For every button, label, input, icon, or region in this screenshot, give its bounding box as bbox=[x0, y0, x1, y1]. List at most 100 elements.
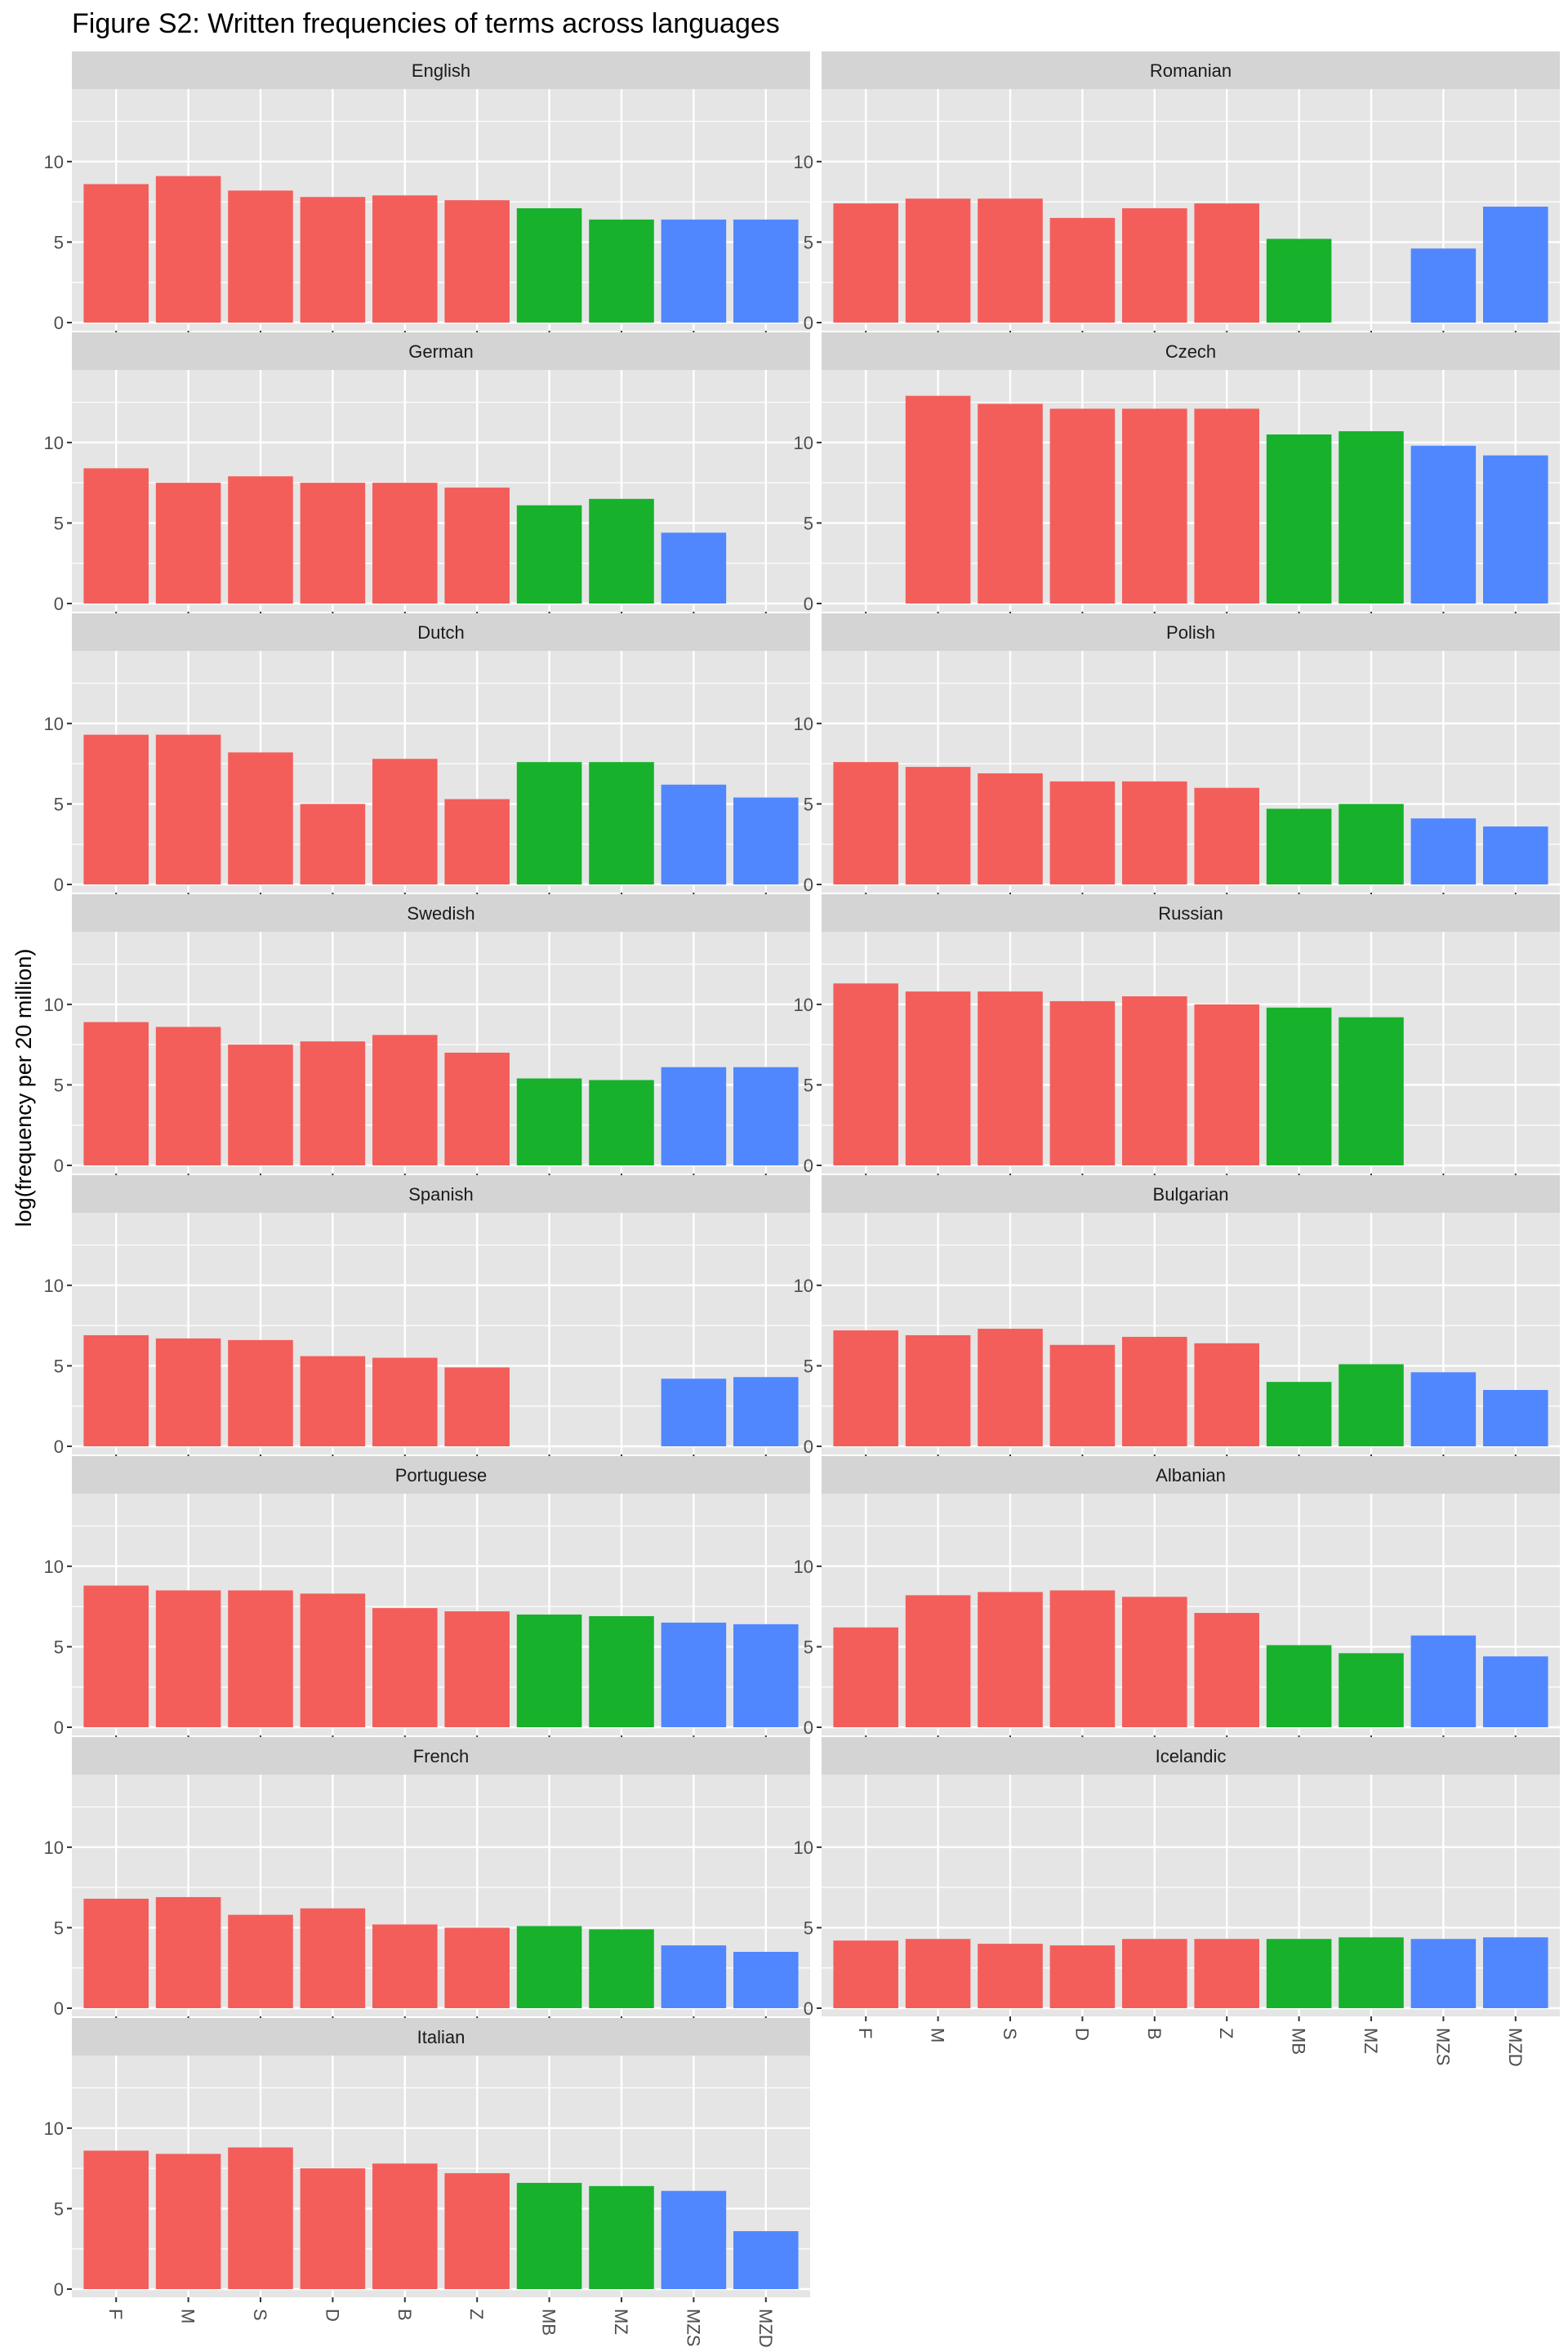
bar-icelandic-s bbox=[978, 1944, 1043, 2008]
bar-icelandic-mzs bbox=[1410, 1939, 1477, 2008]
bar-spanish-f bbox=[83, 1334, 149, 1446]
y-tick-label: 5 bbox=[804, 1075, 813, 1095]
bar-albanian-f bbox=[833, 1627, 898, 1727]
y-tick-label: 5 bbox=[54, 1918, 64, 1938]
y-tick-label: 10 bbox=[44, 1276, 64, 1296]
y-tick-label: 10 bbox=[44, 433, 64, 453]
y-tick-label: 10 bbox=[44, 2118, 64, 2139]
bar-german-z bbox=[444, 488, 510, 604]
bar-albanian-z bbox=[1194, 1613, 1259, 1727]
bar-polish-d bbox=[1049, 781, 1116, 884]
bar-dutch-m bbox=[155, 734, 221, 884]
bar-albanian-mz bbox=[1339, 1653, 1404, 1727]
facet-label-russian: Russian bbox=[1158, 903, 1223, 924]
bar-icelandic-mz bbox=[1339, 1937, 1404, 2008]
x-tick-label-d: D bbox=[322, 2309, 342, 2322]
bar-swedish-mz bbox=[589, 1080, 654, 1165]
facet-strip-french bbox=[72, 1737, 810, 1775]
y-tick-label: 0 bbox=[54, 2279, 64, 2300]
bar-swedish-d bbox=[300, 1041, 366, 1165]
facet-bulgarian: Bulgarian 0 5 10 bbox=[794, 1175, 1560, 1459]
bar-albanian-m bbox=[905, 1595, 971, 1727]
bar-italian-d bbox=[300, 2168, 366, 2289]
facet-strip-albanian bbox=[822, 1456, 1560, 1494]
y-tick-label: 10 bbox=[44, 714, 64, 734]
y-tick-label: 0 bbox=[804, 313, 813, 333]
bar-romanian-z bbox=[1194, 203, 1259, 323]
x-tick-label-mzs: MZS bbox=[683, 2309, 703, 2346]
bar-italian-f bbox=[83, 2150, 149, 2289]
facet-label-icelandic: Icelandic bbox=[1156, 1746, 1227, 1766]
bar-spanish-z bbox=[444, 1367, 510, 1446]
bar-romanian-mb bbox=[1266, 238, 1332, 323]
bar-czech-mzs bbox=[1410, 445, 1477, 604]
x-tick-label-mb: MB bbox=[1289, 2028, 1309, 2055]
facet-albanian: Albanian 0 5 10 bbox=[794, 1456, 1560, 1740]
bar-portuguese-d bbox=[300, 1593, 366, 1727]
bar-portuguese-f bbox=[83, 1585, 149, 1727]
facet-russian: Russian 0 5 10 bbox=[794, 894, 1560, 1178]
y-tick-label: 0 bbox=[804, 875, 813, 895]
bar-german-mzs bbox=[661, 532, 727, 604]
bar-german-s bbox=[228, 476, 293, 604]
bar-icelandic-z bbox=[1194, 1939, 1259, 2008]
bar-portuguese-mzs bbox=[661, 1622, 727, 1727]
y-tick-label: 0 bbox=[804, 1717, 813, 1738]
facet-english: English 0 5 10 bbox=[44, 51, 810, 336]
x-tick-label-mb: MB bbox=[539, 2309, 559, 2336]
bar-spanish-b bbox=[372, 1357, 438, 1446]
y-tick-label: 0 bbox=[54, 313, 64, 333]
bar-portuguese-z bbox=[444, 1611, 510, 1727]
bar-swedish-s bbox=[228, 1045, 293, 1165]
bar-czech-m bbox=[905, 395, 971, 604]
y-tick-label: 10 bbox=[794, 714, 813, 734]
y-tick-label: 5 bbox=[804, 513, 813, 533]
facet-italian: Italian 0 5 10 F M S D B Z MB MZ MZS MZD bbox=[44, 2018, 810, 2348]
y-tick-label: 0 bbox=[54, 875, 64, 895]
bar-romanian-mzs bbox=[1410, 248, 1477, 323]
facet-strip-bulgarian bbox=[822, 1175, 1560, 1213]
bar-french-mzs bbox=[661, 1945, 727, 2008]
bar-french-b bbox=[372, 1924, 438, 2008]
bar-dutch-f bbox=[83, 734, 149, 884]
y-tick-label: 0 bbox=[54, 1998, 64, 2019]
y-tick-label: 0 bbox=[804, 1156, 813, 1176]
bar-russian-b bbox=[1122, 996, 1187, 1165]
facet-strip-polish bbox=[822, 613, 1560, 651]
bar-polish-mzd bbox=[1483, 826, 1548, 884]
facet-label-polish: Polish bbox=[1166, 622, 1215, 643]
x-tick-label-s: S bbox=[250, 2309, 270, 2321]
y-tick-label: 0 bbox=[804, 1998, 813, 2019]
y-tick-label: 5 bbox=[804, 1356, 813, 1376]
facet-label-english: English bbox=[412, 60, 470, 81]
bar-icelandic-f bbox=[833, 1940, 898, 2008]
facet-dutch: Dutch 0 5 10 bbox=[44, 613, 810, 898]
bar-french-m bbox=[155, 1896, 221, 2008]
bar-english-d bbox=[300, 197, 366, 323]
bar-bulgarian-m bbox=[905, 1334, 971, 1446]
y-tick-label: 5 bbox=[804, 232, 813, 252]
facet-strip-spanish bbox=[72, 1175, 810, 1213]
bar-bulgarian-mzd bbox=[1483, 1390, 1548, 1446]
bar-russian-d bbox=[1049, 1000, 1116, 1165]
bar-bulgarian-s bbox=[978, 1329, 1043, 1446]
bar-albanian-s bbox=[978, 1592, 1043, 1727]
bar-french-mzd bbox=[733, 1952, 799, 2008]
bar-czech-s bbox=[978, 403, 1043, 604]
bar-russian-m bbox=[905, 991, 971, 1165]
bar-german-b bbox=[372, 483, 438, 604]
y-tick-label: 5 bbox=[804, 794, 813, 814]
bar-polish-mzs bbox=[1410, 818, 1477, 884]
bar-czech-d bbox=[1049, 408, 1116, 604]
bar-albanian-mb bbox=[1266, 1645, 1332, 1727]
y-tick-label: 5 bbox=[54, 1637, 64, 1657]
facet-label-czech: Czech bbox=[1165, 341, 1216, 362]
facet-icelandic: Icelandic 0 5 10 F M S D B Z MB MZ MZS MZD bbox=[794, 1737, 1560, 2067]
bar-czech-mb bbox=[1266, 434, 1332, 604]
x-tick-label-b: B bbox=[394, 2309, 415, 2321]
facet-label-dutch: Dutch bbox=[417, 622, 464, 643]
bar-italian-mz bbox=[589, 2185, 654, 2289]
bar-spanish-mzd bbox=[733, 1377, 799, 1446]
bar-czech-mz bbox=[1339, 431, 1404, 604]
